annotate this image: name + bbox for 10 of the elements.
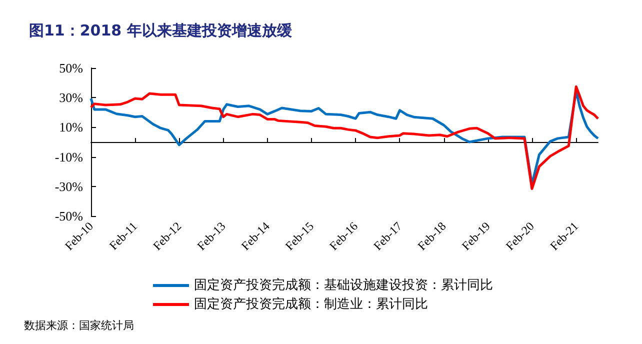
y-tick-label: 50% [59, 60, 84, 76]
y-tick-label: 10% [59, 120, 84, 135]
chart-title: 图11：2018 年以来基建投资增速放缓 [29, 22, 293, 40]
y-tick-label: 30% [59, 90, 84, 106]
y-tick-label: -50% [54, 208, 84, 224]
legend-label: 固定资产投资完成额：制造业：累计同比 [194, 296, 428, 312]
legend-label: 固定资产投资完成额：基础设施建设投资：累计同比 [194, 277, 493, 293]
y-tick-label: -30% [54, 178, 84, 194]
y-tick-label: -10% [54, 149, 84, 164]
source-note: 数据来源：国家统计局 [24, 319, 134, 332]
